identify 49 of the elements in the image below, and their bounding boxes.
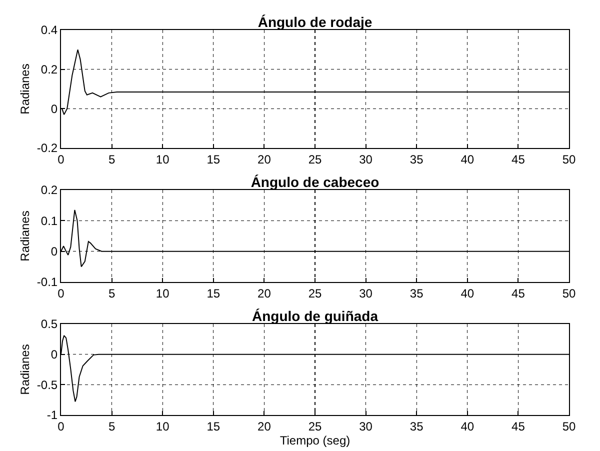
y-tick-label: 0	[50, 244, 58, 259]
chart-title: Ángulo de guiñada	[252, 308, 378, 324]
x-tick-label: 10	[156, 152, 170, 166]
x-tick-label: 10	[156, 419, 170, 434]
x-tick-label: 5	[108, 152, 116, 166]
x-tick-label: 15	[206, 152, 220, 166]
x-tick-label: 30	[359, 152, 373, 166]
x-tick-label: 40	[460, 286, 474, 300]
y-tick-label: -0.2	[36, 141, 58, 156]
x-tick-label: 20	[258, 286, 272, 300]
x-tick-label: 30	[359, 286, 373, 300]
y-tick-label: -0.5	[36, 378, 58, 392]
x-tick-label: 5	[108, 286, 116, 300]
x-tick-label: 5	[108, 419, 116, 434]
x-tick-label: 35	[410, 152, 424, 166]
x-tick-label: 25	[308, 419, 322, 434]
x-tick-label: 30	[359, 419, 373, 434]
y-tick-label: 0	[50, 348, 58, 362]
y-tick-label: 0.4	[40, 23, 58, 38]
x-tick-label: 20	[258, 419, 272, 434]
x-tick-label: 45	[512, 419, 526, 434]
y-tick-label: 0.2	[40, 62, 58, 77]
chart-title: Ángulo de cabeceo	[250, 174, 380, 190]
x-tick-label: 45	[512, 286, 526, 300]
x-tick-label: 25	[308, 286, 322, 300]
x-axis-title: Tiempo (seg)	[280, 433, 350, 448]
y-tick-label: -1	[46, 408, 58, 422]
x-tick-label: 50	[562, 152, 576, 166]
x-tick-label: 40	[460, 419, 474, 434]
x-tick-label: 20	[258, 152, 272, 166]
x-tick-label: 50	[562, 286, 576, 300]
x-tick-label: 15	[206, 286, 220, 300]
y-axis-title: Radianes	[18, 210, 32, 262]
x-tick-label: 35	[410, 419, 424, 434]
y-tick-label: -0.1	[36, 275, 58, 290]
y-tick-label: 0.2	[40, 183, 58, 198]
x-tick-label: 45	[512, 152, 526, 166]
y-tick-label: 0.5	[40, 317, 58, 332]
x-tick-label: 40	[460, 152, 474, 166]
x-tick-label: 15	[206, 419, 220, 434]
x-tick-label: 25	[308, 152, 322, 166]
y-axis-title: Radianes	[18, 344, 32, 395]
y-tick-label: 0	[50, 102, 58, 116]
x-tick-label: 10	[156, 286, 170, 300]
x-tick-label: 50	[562, 419, 576, 434]
y-axis-title: Radianes	[18, 64, 32, 114]
y-tick-label: 0.1	[40, 214, 58, 228]
x-tick-label: 35	[410, 286, 424, 300]
chart-title: Ángulo de rodaje	[258, 14, 372, 30]
